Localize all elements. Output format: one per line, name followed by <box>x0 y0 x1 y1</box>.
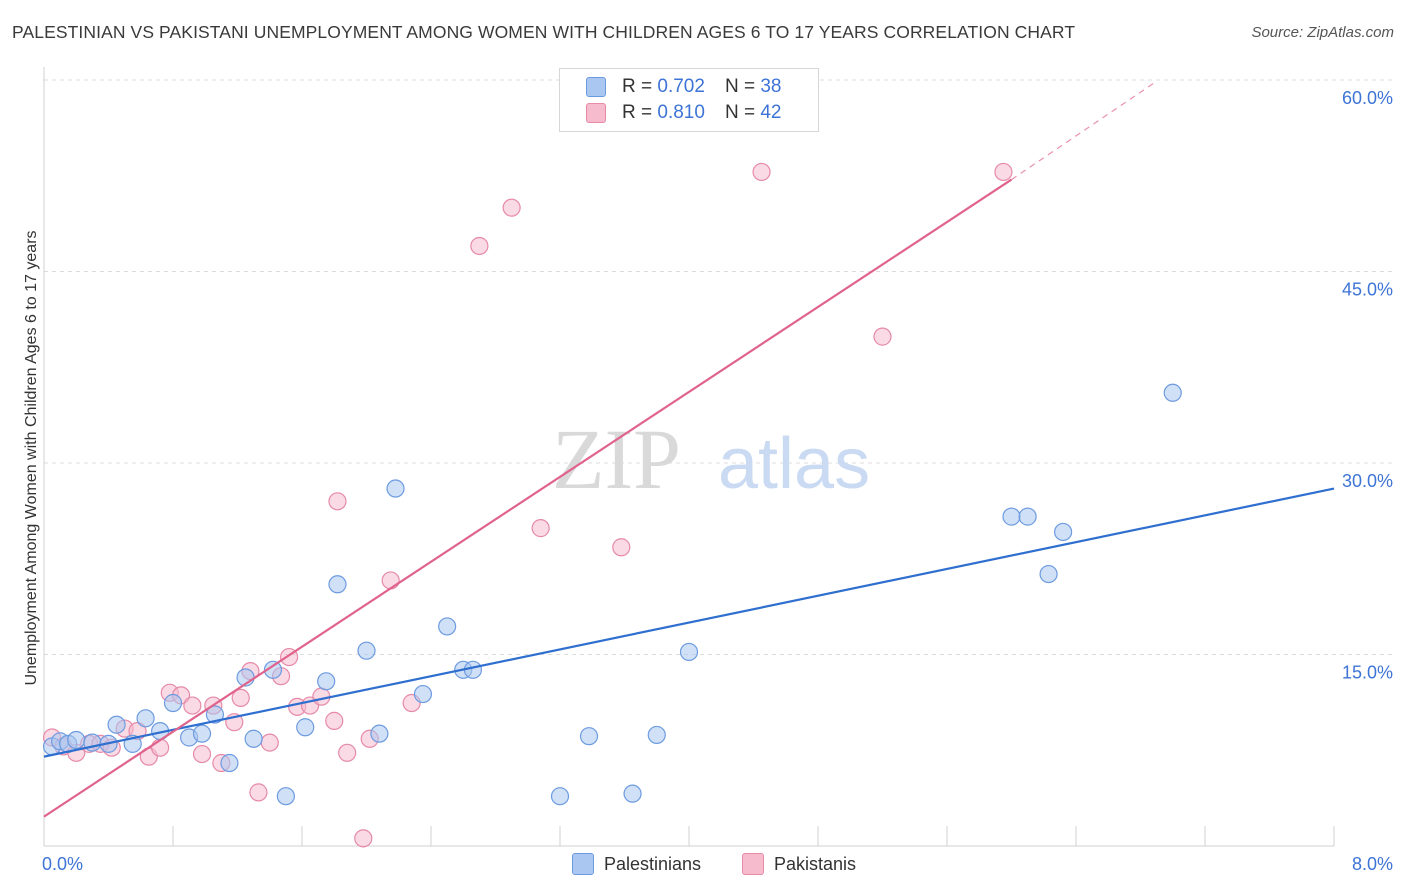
pakistanis-point[interactable] <box>231 688 250 708</box>
palestinians-swatch <box>572 853 594 875</box>
watermark-atlas: atlas <box>718 424 870 504</box>
watermark-zip: ZIP <box>552 411 681 507</box>
palestinians-point[interactable] <box>244 729 263 748</box>
y-tick-label: 60.0% <box>1342 88 1393 108</box>
pakistanis-point[interactable] <box>328 492 347 511</box>
trend-lines <box>43 80 1335 818</box>
grid-layer <box>44 79 1392 655</box>
palestinians-point[interactable] <box>1018 507 1037 526</box>
palestinians-point[interactable] <box>679 642 699 662</box>
legend-n-value: 38 <box>760 76 782 97</box>
palestinians-point[interactable] <box>1002 507 1021 526</box>
pakistanis-point[interactable] <box>531 519 550 538</box>
y-tick-label: 15.0% <box>1342 663 1393 683</box>
pakistanis-point[interactable] <box>249 783 268 802</box>
pakistanis-point[interactable] <box>312 687 331 706</box>
palestinians-point[interactable] <box>1163 383 1182 402</box>
pakistanis-point[interactable] <box>260 733 279 752</box>
legend-r-label: R = <box>622 76 653 97</box>
palestinians-swatch <box>586 77 606 97</box>
palestinians-point[interactable] <box>550 787 570 806</box>
y-tick-labels: 15.0% 30.0% 45.0% 60.0% <box>1342 88 1393 683</box>
palestinians-point[interactable] <box>107 715 126 734</box>
pakistanis-point[interactable] <box>354 829 373 848</box>
palestinians-point[interactable] <box>1053 522 1073 542</box>
legend: R = 0.702 N = 38 R = 0.810 N = 42 <box>559 68 819 132</box>
watermark: ZIP atlas <box>552 411 870 507</box>
palestinians-point[interactable] <box>67 730 86 750</box>
pakistanis-point[interactable] <box>470 236 489 256</box>
palestinians-point[interactable] <box>276 787 295 806</box>
legend-r-value: 0.702 <box>657 76 705 97</box>
legend-r-label: R = <box>622 102 653 123</box>
pakistanis-point[interactable] <box>192 744 212 764</box>
legend-row-pakistanis[interactable]: R = 0.810 N = 42 <box>586 100 781 126</box>
palestinians-point[interactable] <box>579 727 599 746</box>
bottom-legend-label: Pakistanis <box>774 853 857 874</box>
pakistanis-trend-line <box>43 178 1013 818</box>
pakistanis-swatch <box>586 103 606 123</box>
pakistanis-swatch <box>742 853 764 875</box>
pakistanis-point[interactable] <box>612 538 631 557</box>
palestinians-point[interactable] <box>413 684 433 704</box>
pakistanis-point[interactable] <box>183 696 202 715</box>
palestinians-point[interactable] <box>205 705 225 724</box>
palestinians-points <box>42 383 1182 806</box>
legend-r-value: 0.810 <box>657 102 705 123</box>
palestinians-trend-line <box>43 487 1335 758</box>
palestinians-point[interactable] <box>1039 564 1058 584</box>
legend-n-label: N = <box>724 76 756 97</box>
pakistanis-point[interactable] <box>502 198 521 217</box>
pakistanis-point[interactable] <box>752 162 771 182</box>
bottom-legend-label: Palestinians <box>604 853 702 874</box>
palestinians-point[interactable] <box>647 725 666 745</box>
pakistanis-trend-extension <box>1011 80 1157 181</box>
y-tick-label: 30.0% <box>1342 471 1393 491</box>
palestinians-point[interactable] <box>317 672 336 691</box>
pakistanis-point[interactable] <box>873 327 892 346</box>
pakistanis-point[interactable] <box>151 738 170 757</box>
pakistanis-point[interactable] <box>381 571 400 590</box>
palestinians-point[interactable] <box>386 479 405 498</box>
palestinians-point[interactable] <box>263 660 283 679</box>
axis-layer <box>43 67 1335 847</box>
palestinians-point[interactable] <box>623 784 642 803</box>
chart-title: PALESTINIAN VS PAKISTANI UNEMPLOYMENT AM… <box>12 22 1076 42</box>
source-label: Source: ZipAtlas.com <box>1251 24 1394 41</box>
bottom-legend-pakistanis[interactable]: Pakistanis <box>742 850 856 878</box>
palestinians-point[interactable] <box>163 693 183 713</box>
legend-row-palestinians[interactable]: R = 0.702 N = 38 <box>586 74 781 100</box>
x-tick-labels: 0.0% 8.0% <box>42 854 1393 874</box>
pakistanis-point[interactable] <box>338 743 357 762</box>
x-tick-label-max: 8.0% <box>1352 854 1393 874</box>
palestinians-point[interactable] <box>296 718 315 737</box>
palestinians-point[interactable] <box>370 724 389 743</box>
legend-n-label: N = <box>724 102 756 123</box>
pakistanis-point[interactable] <box>994 162 1013 182</box>
palestinians-point[interactable] <box>357 641 376 660</box>
bottom-legend-palestinians[interactable]: Palestinians <box>572 850 701 878</box>
palestinians-point[interactable] <box>328 575 347 594</box>
palestinians-point[interactable] <box>192 724 212 743</box>
palestinians-point[interactable] <box>220 753 239 773</box>
x-tick-label-min: 0.0% <box>42 854 83 874</box>
y-tick-label: 45.0% <box>1342 280 1393 300</box>
legend-n-value: 42 <box>760 102 782 123</box>
palestinians-point[interactable] <box>438 617 457 636</box>
y-axis-label: Unemployment Among Women with Children A… <box>23 230 40 686</box>
palestinians-point[interactable] <box>136 709 155 728</box>
pakistanis-point[interactable] <box>325 711 344 730</box>
